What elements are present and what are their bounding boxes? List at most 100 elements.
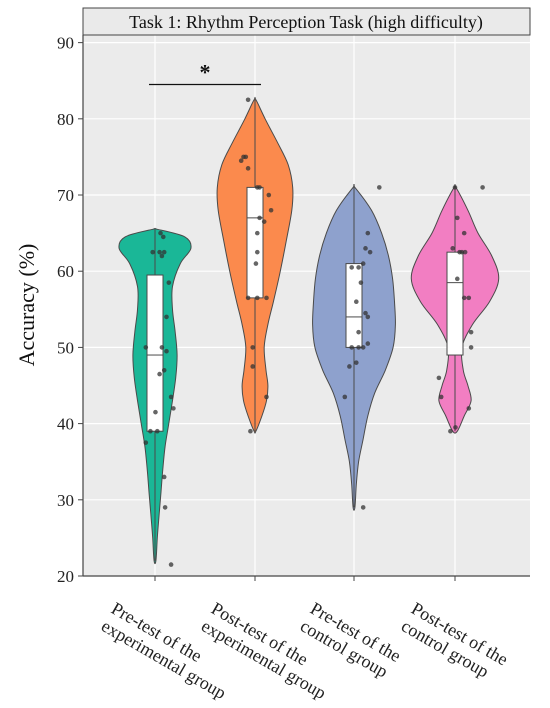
data-point-2-21 xyxy=(245,97,251,103)
data-point-2-11 xyxy=(261,219,267,224)
data-point-1-3 xyxy=(155,428,160,434)
y-tick-label-90: 90 xyxy=(57,34,74,53)
data-point-2-4 xyxy=(250,345,255,350)
y-tick-label-30: 30 xyxy=(57,491,74,510)
y-tick-label-60: 60 xyxy=(57,262,74,281)
data-point-2-20 xyxy=(241,154,246,160)
data-point-3-14 xyxy=(349,265,355,270)
data-point-3-12 xyxy=(354,299,359,304)
data-point-3-6 xyxy=(356,345,361,350)
data-point-1-12 xyxy=(164,314,169,320)
data-point-2-5 xyxy=(245,295,251,301)
data-point-3-9 xyxy=(356,329,361,335)
data-point-4-5 xyxy=(436,375,442,381)
y-axis-ticks: 20 30 40 50 60 70 80 90 xyxy=(57,34,456,586)
data-point-3-15 xyxy=(356,265,361,270)
data-point-1-2 xyxy=(148,428,153,434)
box-1 xyxy=(146,274,164,432)
data-point-3-8 xyxy=(365,341,371,346)
title-strip xyxy=(82,7,531,36)
box-4 xyxy=(446,251,464,356)
data-point-4-4 xyxy=(438,394,444,400)
box-3 xyxy=(345,263,363,348)
data-point-2-16 xyxy=(257,185,262,190)
y-tick-label-50: 50 xyxy=(57,338,74,357)
significance-annotation: * xyxy=(149,60,261,86)
data-point-3-5 xyxy=(349,345,355,350)
data-point-1-20 xyxy=(161,474,167,480)
data-point-3-10 xyxy=(365,314,371,320)
data-point-3-3 xyxy=(347,364,352,369)
data-point-3-18 xyxy=(363,246,368,251)
y-axis-label: Accuracy (%) xyxy=(14,244,39,367)
data-point-4-18 xyxy=(480,185,485,190)
data-point-3-11 xyxy=(363,310,368,316)
data-point-4-2 xyxy=(453,425,458,430)
box-2 xyxy=(246,186,264,299)
x-tick-label-4: Post-test of thecontrol group xyxy=(398,598,512,687)
data-point-1-4 xyxy=(153,409,158,415)
data-point-3-7 xyxy=(360,345,366,350)
data-point-2-18 xyxy=(238,158,244,164)
data-point-3-4 xyxy=(354,360,359,365)
data-point-1-14 xyxy=(150,249,155,255)
x-tick-label-3: Pre-test of thecontrol group xyxy=(297,598,404,683)
data-point-2-17 xyxy=(245,166,251,171)
data-point-3-16 xyxy=(360,261,366,266)
x-axis-category-labels: Pre-test of theexperimental groupPost-te… xyxy=(98,598,512,703)
data-point-2-8 xyxy=(253,261,259,266)
data-point-2-1 xyxy=(248,428,253,434)
data-point-1-15 xyxy=(157,249,162,255)
data-point-2-12 xyxy=(257,215,262,221)
data-point-4-8 xyxy=(461,295,467,301)
data-point-1-5 xyxy=(171,406,176,411)
data-point-4-9 xyxy=(466,295,472,301)
y-tick-label-40: 40 xyxy=(57,415,74,434)
significance-label-1: * xyxy=(200,60,211,85)
data-point-1-6 xyxy=(168,394,174,400)
data-point-1-16 xyxy=(161,249,167,255)
data-point-4-3 xyxy=(466,406,472,411)
data-point-2-14 xyxy=(266,192,272,198)
data-point-3-20 xyxy=(377,185,382,190)
y-tick-label-70: 70 xyxy=(57,186,74,205)
data-point-4-17 xyxy=(452,185,458,190)
data-point-1-21 xyxy=(162,505,168,510)
data-point-1-19 xyxy=(158,230,163,236)
data-point-4-7 xyxy=(468,329,474,335)
data-points xyxy=(143,97,485,567)
data-point-1-13 xyxy=(166,280,172,285)
data-point-1-1 xyxy=(143,440,149,445)
data-point-1-9 xyxy=(143,345,149,350)
data-point-3-13 xyxy=(358,280,364,285)
data-point-2-6 xyxy=(254,295,260,301)
data-point-4-13 xyxy=(457,249,462,255)
y-tick-label-80: 80 xyxy=(57,110,74,129)
data-point-2-13 xyxy=(268,207,274,213)
boxplots xyxy=(146,99,464,561)
chart-title: Task 1: Rhythm Perception Task (high dif… xyxy=(129,12,483,33)
data-point-2-3 xyxy=(250,364,255,369)
data-point-3-1 xyxy=(360,505,366,510)
data-point-4-14 xyxy=(450,246,456,251)
data-point-2-10 xyxy=(254,230,260,236)
data-point-1-17 xyxy=(159,253,165,259)
data-point-1-10 xyxy=(159,345,165,350)
data-point-1-7 xyxy=(157,371,162,377)
data-point-4-10 xyxy=(455,276,460,282)
data-point-3-19 xyxy=(365,230,371,236)
data-point-2-9 xyxy=(254,249,260,255)
data-point-4-12 xyxy=(462,249,468,255)
data-point-4-15 xyxy=(461,230,467,236)
data-point-2-7 xyxy=(264,295,269,301)
data-point-1-18 xyxy=(160,234,166,240)
data-point-4-16 xyxy=(455,215,460,221)
data-point-3-17 xyxy=(367,249,373,255)
data-point-4-1 xyxy=(448,428,453,434)
data-point-1-22 xyxy=(168,562,174,567)
data-point-4-6 xyxy=(468,345,474,350)
y-tick-label-20: 20 xyxy=(57,567,74,586)
data-point-3-2 xyxy=(342,394,348,400)
data-point-2-2 xyxy=(264,394,269,400)
